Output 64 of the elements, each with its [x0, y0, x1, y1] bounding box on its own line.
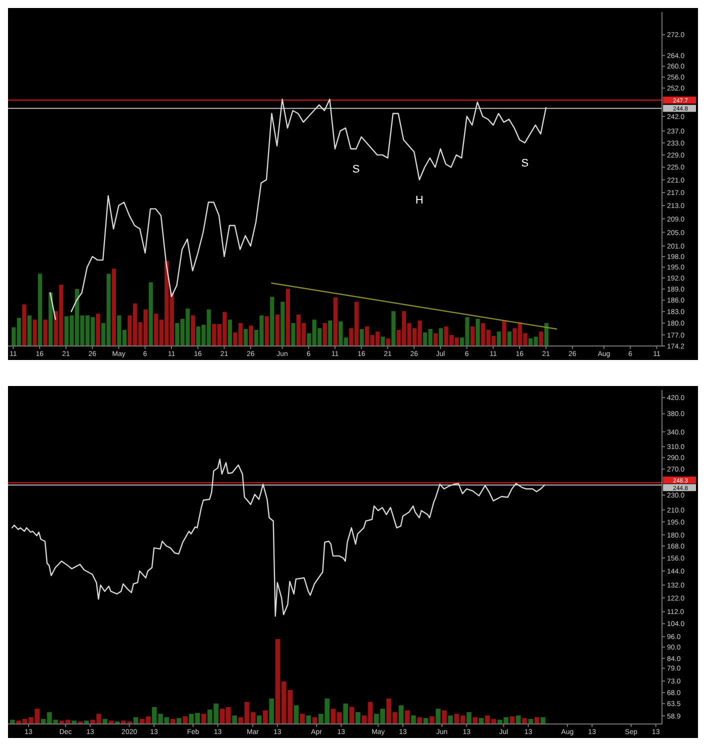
bar [280, 302, 285, 346]
bar [322, 323, 327, 346]
bar [349, 707, 354, 724]
bar [190, 315, 196, 346]
bar [496, 332, 501, 346]
bar [328, 320, 332, 346]
bar [275, 314, 280, 346]
line-series [12, 458, 546, 617]
bar [228, 320, 232, 346]
bar [540, 717, 546, 724]
annotation: H [415, 194, 424, 207]
bar [264, 316, 269, 346]
bar [96, 314, 100, 346]
bar [539, 332, 544, 346]
bar [262, 710, 268, 724]
bar [507, 332, 512, 346]
bar [438, 328, 443, 346]
bar [466, 712, 472, 724]
bar [398, 705, 404, 724]
bar [544, 323, 548, 346]
bar [112, 268, 116, 346]
bar [170, 718, 176, 724]
bar [434, 333, 438, 346]
bar [470, 326, 475, 346]
bar [176, 718, 182, 724]
bar [43, 320, 48, 346]
bar [502, 320, 506, 346]
bar [380, 336, 385, 346]
bar [411, 716, 416, 724]
bar [291, 323, 296, 346]
bar [244, 329, 248, 346]
bar [269, 698, 274, 724]
bar [436, 708, 441, 724]
bar [294, 705, 299, 724]
bar [448, 716, 453, 724]
bar [102, 718, 108, 724]
bar [522, 718, 527, 724]
bar [84, 720, 89, 724]
bar [32, 320, 37, 346]
bar [360, 329, 364, 346]
bar [22, 304, 26, 346]
bar [48, 292, 53, 346]
bar [148, 282, 153, 346]
bar [516, 716, 521, 724]
bar [38, 274, 42, 346]
bar [430, 716, 434, 724]
annotation: S [521, 158, 529, 170]
bar [306, 716, 311, 724]
bar [248, 326, 254, 346]
bar [343, 704, 348, 724]
bar [300, 714, 305, 724]
bar [356, 712, 360, 724]
bar [108, 720, 114, 724]
bar [270, 296, 274, 346]
bar [476, 318, 480, 346]
bar [534, 717, 540, 724]
bar [72, 720, 77, 724]
bar [232, 716, 237, 724]
annotation: S [352, 164, 360, 176]
bar [27, 315, 32, 346]
bar [417, 717, 422, 724]
bar [333, 298, 338, 346]
bar [391, 311, 396, 346]
bar [286, 289, 290, 346]
